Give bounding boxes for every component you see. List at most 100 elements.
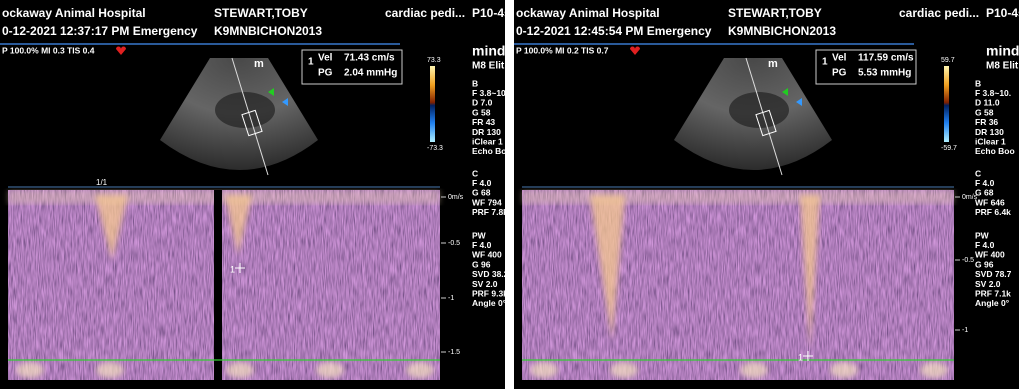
param: G 68: [975, 188, 994, 198]
param: G 58: [472, 107, 491, 117]
focus-green: [268, 88, 274, 96]
param: PW: [975, 230, 990, 240]
pg-value: 2.04 mmHg: [344, 68, 397, 79]
spectrum-noise: [522, 190, 954, 380]
param: G 96: [975, 259, 994, 269]
focus-green: [782, 88, 788, 96]
cursor-index: 1: [798, 352, 803, 362]
depth-marker: m: [254, 58, 264, 70]
param: DR 130: [472, 127, 501, 137]
spectrum-blob: [830, 362, 858, 378]
spectrum-blob: [226, 362, 254, 378]
heart-icon: [116, 46, 126, 55]
param: C: [472, 168, 478, 178]
caliper: [235, 263, 245, 273]
panel: ockaway Animal Hospital STEWART,TOBY cardi…: [0, 0, 512, 389]
param: D 7.0: [472, 98, 493, 108]
vel-value: 71.43 cm/s: [344, 53, 395, 64]
heart-chamber: [729, 92, 789, 128]
scale-label: -1.5: [448, 349, 460, 356]
color-bar: [944, 66, 949, 142]
depth-marker: m: [768, 58, 778, 70]
sweep: 1/1: [96, 178, 108, 187]
param: WF 794: [472, 197, 502, 207]
param: DR 130: [975, 127, 1004, 137]
param: SVD 38.2: [472, 269, 509, 279]
pg-label: PG: [318, 68, 333, 79]
focus-blue: [796, 98, 802, 106]
exam: cardiac pedi...: [899, 6, 979, 20]
panel: ockaway Animal Hospital STEWART,TOBY cardi…: [514, 0, 1019, 389]
param: WF 400: [975, 250, 1005, 260]
param: WF 646: [975, 197, 1005, 207]
spectrum-blob: [316, 362, 344, 378]
measure-box: [301, 49, 403, 85]
patient-name: STEWART,TOBY: [728, 6, 822, 20]
param: Angle 0°: [975, 298, 1010, 308]
patient-id: K9MNBICHON2013: [214, 24, 322, 38]
vel-label: Vel: [832, 53, 847, 64]
param: PRF 9.3k: [472, 288, 508, 298]
pg-label: PG: [832, 68, 847, 79]
freeze-gap: [214, 190, 222, 380]
param: FR 43: [472, 117, 495, 127]
caliper: [803, 351, 813, 361]
spectrum-blob: [920, 362, 948, 378]
spectrum-blob: [610, 362, 638, 378]
sample-gate: [755, 109, 777, 137]
spectrum-blob: [740, 362, 768, 378]
param: D 11.0: [975, 98, 1000, 108]
brand: mindr: [986, 43, 1019, 59]
measure-index: 1: [822, 57, 828, 68]
color-bar: [430, 66, 435, 142]
datetime: 0-12-2021 12:45:54 PM Emergency: [516, 24, 712, 38]
param: SVD 78.7: [975, 269, 1012, 279]
param: G 58: [975, 107, 994, 117]
param: B: [975, 78, 981, 88]
model: M8 Elit: [472, 61, 505, 72]
sample-gate: [241, 109, 263, 137]
param: SV 2.0: [472, 279, 498, 289]
param: FR 36: [975, 117, 998, 127]
param: G 96: [472, 259, 491, 269]
heart-chamber: [215, 92, 275, 128]
hospital: ockaway Animal Hospital: [2, 6, 146, 20]
spectrum-wave: [590, 195, 625, 340]
param: PW: [472, 230, 487, 240]
spectrum-noise: [8, 190, 440, 380]
scale-label: -0.5: [448, 240, 460, 247]
spectrum-top-band: [522, 190, 954, 204]
param: Echo Boo: [472, 146, 512, 156]
color-max: 59.7: [941, 57, 955, 64]
datetime: 0-12-2021 12:37:17 PM Emergency: [2, 24, 198, 38]
color-min: -73.3: [427, 145, 443, 152]
spectrum-wave: [95, 195, 128, 260]
heart-icon: [630, 46, 640, 55]
param: PRF 7.8k: [472, 207, 508, 217]
pg-value: 5.53 mmHg: [858, 68, 911, 79]
scale-label: -0.5: [962, 257, 974, 264]
param: iClear 1: [472, 136, 503, 146]
measure-box: [815, 49, 917, 85]
spectrum-blob: [530, 362, 558, 378]
param: WF 400: [472, 250, 502, 260]
vel-value: 117.59 cm/s: [858, 53, 914, 64]
cursor-line: [231, 57, 269, 176]
spectrum-wave: [225, 195, 252, 255]
param: F 4.0: [472, 178, 492, 188]
param: PRF 6.4k: [975, 207, 1011, 217]
measure-index: 1: [308, 57, 314, 68]
exam: cardiac pedi...: [385, 6, 465, 20]
spectrum-wave: [800, 195, 820, 350]
color-max: 73.3: [427, 57, 441, 64]
param: G 68: [472, 188, 491, 198]
spectrum-blob: [96, 362, 124, 378]
cursor-index: 1: [230, 264, 235, 274]
param: SV 2.0: [975, 279, 1001, 289]
spectrum-top-band: [8, 190, 440, 204]
param: PRF 7.1k: [975, 288, 1011, 298]
spectrum-blob: [16, 362, 44, 378]
focus-blue: [282, 98, 288, 106]
